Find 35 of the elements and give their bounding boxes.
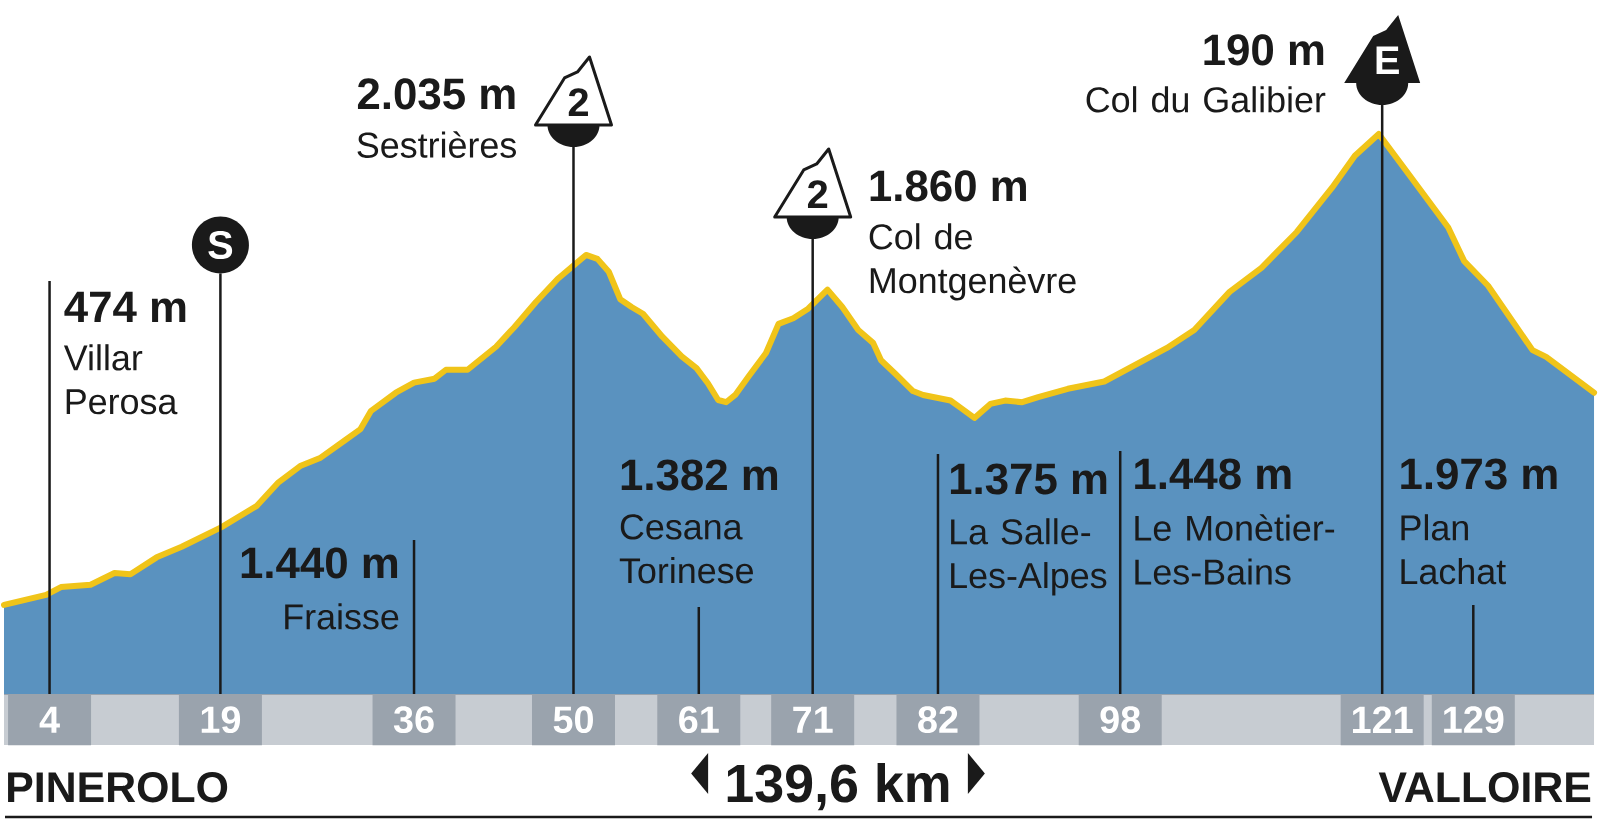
annotation: 1.382 m xyxy=(621,459,778,491)
annotation: 1.440 m xyxy=(241,547,398,579)
text: VALLOIRE xyxy=(1378,772,1591,803)
x-tick-label: 98 xyxy=(1100,706,1141,734)
text: 190 m xyxy=(1204,34,1324,66)
x-tick-label: 61 xyxy=(679,706,719,734)
text: 2.035 m xyxy=(357,78,515,110)
ref-line-label: Col de Montgenèvre xyxy=(869,223,1076,301)
text: PINEROLO xyxy=(8,772,228,803)
ref-line-label: Sestrières xyxy=(357,131,516,158)
ref-line-label: Le Monètier-Les-Bains xyxy=(1135,514,1335,585)
annotation: 1.860 m xyxy=(870,170,1026,202)
ref-line-label: Cesana Torinese xyxy=(619,514,753,584)
x-tick-label: 121 xyxy=(1352,706,1413,733)
ref-line-label: Fraisse xyxy=(285,603,399,630)
ref-line-label: La Salle-Les-Alpes xyxy=(951,518,1107,596)
text: 139,6 km xyxy=(727,763,949,811)
x-tick-label: 129 xyxy=(1444,706,1504,734)
x-tick-label: 4 xyxy=(39,706,60,733)
annotation: 2 xyxy=(807,180,828,208)
ref-line-label: Villar Perosa xyxy=(63,344,178,415)
annotation: S xyxy=(208,230,233,260)
annotation: 1.448 m xyxy=(1135,458,1291,490)
text: E xyxy=(1376,46,1399,74)
annotation: 474 m xyxy=(64,291,186,322)
ref-line-label: Col du Galibier xyxy=(1086,86,1326,113)
annotation: 1.973 m xyxy=(1401,458,1557,490)
x-tick-label: 19 xyxy=(201,706,241,734)
text: 2 xyxy=(568,88,588,116)
ref-line-label: Plan Lachat xyxy=(1401,514,1506,585)
x-tick-label: 50 xyxy=(553,706,593,734)
x-tick-label: 71 xyxy=(793,706,833,733)
x-tick-label: 82 xyxy=(918,706,958,734)
x-tick-label: 36 xyxy=(393,706,434,734)
annotation: 1.375 m xyxy=(950,463,1107,495)
